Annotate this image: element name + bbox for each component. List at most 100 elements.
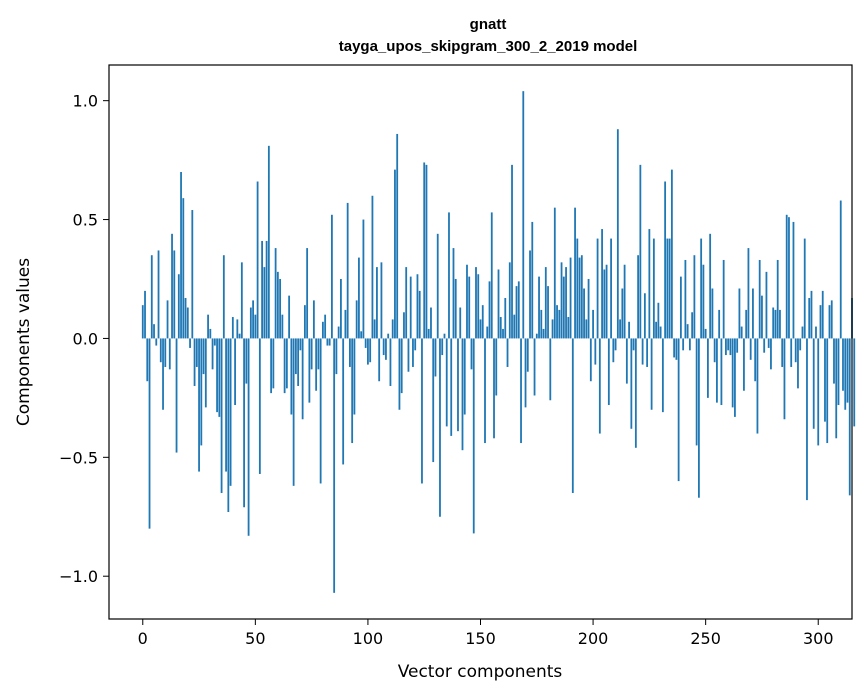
bar-210	[614, 338, 617, 351]
chart-subtitle: tayga_upos_skipgram_300_2_2019 model	[339, 38, 638, 55]
bar-265	[738, 288, 741, 339]
y-tick-label: −1.0	[59, 567, 98, 586]
bar-145	[468, 276, 471, 339]
bar-235	[670, 169, 673, 339]
bar-1	[144, 290, 146, 339]
bar-238	[677, 338, 680, 482]
bar-191	[571, 338, 574, 493]
bar-220	[637, 255, 640, 339]
bar-28	[204, 338, 207, 408]
bar-13	[171, 233, 173, 339]
bar-44	[240, 262, 243, 339]
y-tick-label: 0.5	[73, 211, 98, 230]
bar-181	[549, 338, 552, 401]
bar-76	[312, 300, 315, 339]
bar-92	[349, 338, 351, 367]
bar-106	[380, 262, 383, 339]
bar-259	[725, 338, 727, 356]
bar-236	[673, 338, 676, 358]
bar-212	[619, 319, 621, 339]
bar-120	[412, 338, 414, 367]
bar-118	[407, 338, 410, 372]
bar-199	[589, 338, 592, 382]
bar-167	[517, 281, 520, 339]
bar-10	[164, 338, 167, 367]
bar-251	[707, 338, 709, 398]
x-tick-label: 0	[138, 629, 148, 648]
x-tick-label: 100	[353, 629, 384, 648]
bar-24	[195, 338, 198, 367]
bar-243	[688, 338, 691, 351]
bar-197	[585, 319, 588, 339]
bar-30	[209, 328, 212, 339]
bar-180	[547, 286, 549, 339]
bar-98	[362, 219, 365, 339]
bar-163	[508, 262, 511, 339]
bar-298	[812, 338, 815, 429]
bar-151	[481, 305, 484, 339]
bar-26	[200, 338, 203, 446]
bar-4	[150, 255, 153, 339]
bar-178	[542, 328, 545, 339]
bar-43	[238, 333, 241, 339]
y-tick-label: 1.0	[73, 92, 98, 111]
bar-168	[520, 338, 522, 444]
bar-165	[513, 314, 516, 339]
bar-153	[486, 326, 489, 339]
bar-287	[788, 217, 790, 339]
bar-176	[538, 276, 540, 339]
bar-11	[166, 300, 169, 339]
bar-64	[285, 338, 288, 389]
bar-240	[682, 338, 685, 351]
bar-97	[360, 331, 363, 339]
bar-301	[819, 305, 822, 339]
bar-253	[711, 288, 714, 339]
bar-169	[522, 91, 525, 339]
bar-233	[666, 238, 669, 339]
bar-262	[731, 338, 734, 408]
bar-264	[736, 338, 739, 353]
bar-156	[493, 338, 495, 439]
bar-62	[281, 314, 284, 339]
bar-125	[423, 162, 426, 339]
bar-174	[533, 338, 536, 396]
bar-110	[389, 338, 392, 386]
bar-157	[495, 338, 498, 396]
bar-2	[146, 338, 149, 382]
bar-112	[394, 169, 396, 339]
bar-201	[594, 338, 597, 365]
bar-42	[236, 319, 239, 339]
bar-142	[461, 338, 464, 451]
bar-228	[655, 321, 658, 339]
bar-91	[346, 202, 349, 339]
bar-170	[524, 338, 527, 408]
bar-117	[405, 267, 408, 339]
bar-94	[353, 338, 356, 415]
bar-12	[168, 338, 171, 370]
bar-107	[382, 338, 385, 356]
bar-148	[475, 267, 477, 339]
bar-161	[504, 298, 507, 339]
bar-15	[175, 338, 178, 453]
bar-260	[727, 338, 730, 351]
bar-292	[799, 338, 802, 351]
bar-146	[470, 338, 473, 370]
bar-23	[193, 338, 196, 386]
bar-101	[369, 338, 372, 363]
bar-38	[227, 338, 230, 512]
y-tick-label: −0.5	[59, 448, 98, 467]
bar-81	[324, 314, 327, 339]
bar-230	[659, 326, 662, 339]
bar-275	[761, 295, 763, 339]
bar-186	[560, 262, 563, 339]
x-tick-label: 50	[245, 629, 265, 648]
bar-188	[565, 267, 567, 339]
bar-104	[376, 267, 378, 339]
bar-95	[355, 300, 358, 339]
bar-295	[806, 338, 808, 501]
bar-108	[385, 338, 387, 360]
bar-51	[256, 181, 259, 339]
bar-279	[770, 338, 772, 370]
bar-155	[490, 212, 493, 339]
